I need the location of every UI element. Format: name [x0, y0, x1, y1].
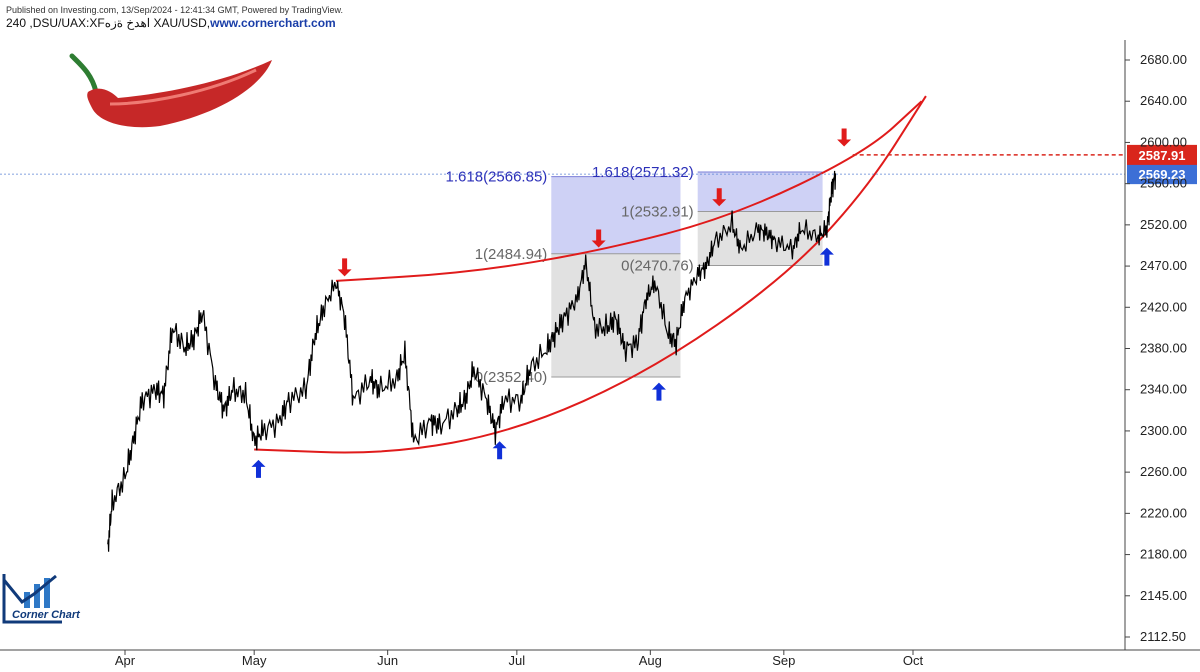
y-tick-label: 2112.50 [1140, 629, 1186, 644]
y-tick-label: 2420.00 [1140, 299, 1187, 314]
fib-base-zone [551, 253, 681, 377]
up-arrow-icon [492, 441, 507, 460]
arrow-layer [251, 128, 852, 478]
y-tick-label: 2680.00 [1140, 52, 1187, 67]
price-layer [107, 170, 837, 552]
y-tick-label: 2145.00 [1140, 588, 1187, 603]
current-price-tag [1127, 164, 1197, 185]
y-tick-label: 2260.00 [1140, 464, 1187, 479]
y-tick-label: 2380.00 [1140, 341, 1187, 356]
current-price-label: 2569.23 [1139, 167, 1186, 182]
y-tick-label: 2600.00 [1140, 134, 1187, 149]
down-arrow-icon [337, 258, 352, 277]
x-tick-label: Apr [115, 653, 136, 668]
x-tick-label: Aug [639, 653, 662, 668]
down-arrow-icon [712, 188, 727, 207]
fib-extension-zone [697, 171, 823, 212]
down-arrow-icon [591, 229, 606, 248]
fib-extension-zone [551, 176, 681, 254]
fib-level-0-label: 0(2470.76) [621, 257, 694, 274]
x-tick-label: May [242, 653, 267, 668]
lower-support-curve [254, 95, 927, 454]
y-tick-label: 2340.00 [1140, 382, 1187, 397]
axis-layer: 2680.00 2640.00 2600.00 2560.00 2520.00 2470.… [0, 40, 1200, 668]
y-tick-label: 2470.00 [1140, 258, 1187, 273]
price-line [107, 170, 837, 552]
x-tick-label: Jun [377, 653, 398, 668]
symbol-line: 240 ,DSU/UAX:XFاهدخ ةزه XAU/USD,www.corn… [6, 17, 343, 30]
up-arrow-icon [819, 247, 834, 266]
fib-level-0-label: 0(2352.40) [475, 369, 548, 386]
red-chili-pepper-icon [69, 53, 272, 128]
y-tick-label: 2560.00 [1140, 176, 1187, 191]
y-tick-label: 2180.00 [1140, 547, 1187, 562]
x-tick-label: Sep [772, 653, 795, 668]
x-tick-label: Jul [509, 653, 526, 668]
x-tick-label: Oct [903, 653, 924, 668]
fib-level-1-label: 1(2484.94) [475, 246, 548, 263]
logo-text: Corner Chart [12, 609, 81, 621]
curve-layer [254, 95, 927, 454]
fib-layer: 1.618(2566.85) 1(2484.94) 0(2352.40) 1.618(… [446, 164, 823, 386]
target-price-tag [1127, 144, 1197, 165]
fib-level-1618-label: 1.618(2571.32) [592, 164, 694, 181]
y-tick-label: 2520.00 [1140, 217, 1187, 232]
upper-resistance-curve [335, 100, 923, 282]
fib-level-1-label: 1(2532.91) [621, 204, 694, 221]
down-arrow-icon [837, 128, 852, 147]
up-arrow-icon [251, 459, 266, 478]
fib-level-1618-label: 1.618(2566.85) [446, 169, 548, 186]
up-arrow-icon [651, 382, 666, 401]
published-note: Published on Investing.com, 13/Sep/2024 … [6, 5, 344, 15]
site-link[interactable]: www.cornerchart.com [210, 16, 336, 30]
target-price-label: 2587.91 [1139, 148, 1186, 163]
symbol-text: 240 ,DSU/UAX:XFاهدخ ةزه XAU/USD, [6, 16, 211, 30]
y-tick-label: 2640.00 [1140, 93, 1187, 108]
level-layer: 2569.23 2587.91 [0, 144, 1197, 185]
y-tick-label: 2220.00 [1140, 505, 1187, 520]
y-tick-label: 2300.00 [1140, 423, 1187, 438]
chart-header: Published on Investing.com, 13/Sep/2024 … [6, 4, 343, 30]
corner-chart-logo-icon: Corner Chart [2, 574, 81, 624]
